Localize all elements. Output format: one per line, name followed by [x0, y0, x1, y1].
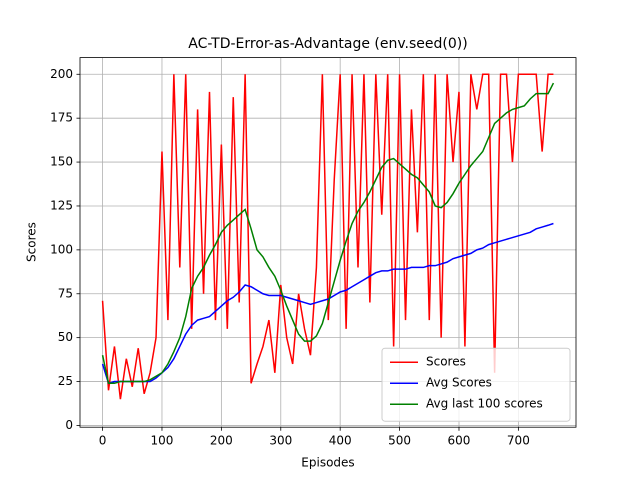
series-line: [101, 222, 554, 385]
chart-title: AC-TD-Error-as-Advantage (env.seed(0)): [188, 36, 467, 52]
legend: Scores Avg Scores Avg last 100 scores: [381, 347, 571, 422]
plot-frame: [79, 57, 577, 428]
x-tick-label: 300: [269, 434, 292, 448]
x-tick-label: 0: [99, 434, 107, 448]
y-tick-label: 100: [50, 242, 73, 256]
legend-label: Scores: [426, 355, 466, 369]
y-tick-label: 175: [50, 111, 73, 125]
y-tick-label: 150: [50, 155, 73, 169]
y-tick-label: 125: [50, 198, 73, 212]
y-tick-label: 75: [58, 286, 73, 300]
y-tick-label: 25: [58, 374, 73, 388]
x-axis-label: Episodes: [301, 456, 354, 470]
x-tick-label: 500: [388, 434, 411, 448]
legend-box: [381, 347, 571, 422]
x-tick-label: 400: [329, 434, 352, 448]
x-tick-label: 700: [507, 434, 530, 448]
y-tick-label: 50: [58, 330, 73, 344]
y-axis-label: Scores: [25, 222, 39, 262]
series-line: [101, 82, 555, 385]
y-tick-label: 200: [50, 67, 73, 81]
series-line: [101, 73, 554, 400]
legend-label: Avg Scores: [426, 376, 492, 390]
legend-label: Avg last 100 scores: [426, 397, 543, 411]
y-tick-label: 0: [65, 418, 73, 432]
x-tick-label: 100: [151, 434, 174, 448]
x-tick-label: 600: [448, 434, 471, 448]
x-tick-label: 200: [210, 434, 233, 448]
